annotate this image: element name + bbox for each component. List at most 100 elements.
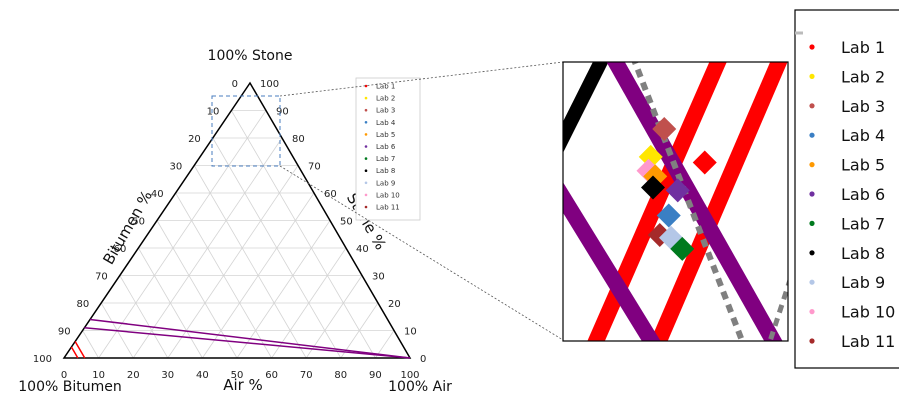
small-legend-label: Lab 4 bbox=[376, 119, 396, 127]
legend-marker bbox=[809, 132, 815, 138]
zoom-band bbox=[650, 62, 788, 341]
grid-line bbox=[193, 165, 307, 359]
small-legend-label: Lab 3 bbox=[376, 107, 395, 115]
legend-label: Lab 9 bbox=[841, 273, 885, 292]
grid-line bbox=[231, 110, 376, 359]
ternary-triangle bbox=[62, 81, 412, 359]
legend-marker bbox=[809, 73, 815, 79]
tick-label-stone: 60 bbox=[324, 189, 337, 200]
small-legend-label: Lab 1 bbox=[376, 83, 395, 91]
tick-label-stone: 70 bbox=[308, 162, 321, 173]
legend-marker bbox=[809, 44, 815, 50]
legend-label: Lab 11 bbox=[841, 332, 895, 351]
legend-marker bbox=[809, 279, 815, 285]
legend-marker bbox=[809, 338, 815, 344]
zoom-band bbox=[563, 62, 609, 153]
small-legend-marker bbox=[364, 157, 368, 160]
legend-label: Lab 10 bbox=[841, 303, 895, 322]
zoom-data-point bbox=[665, 178, 690, 203]
tick-label-bitumen: 0 bbox=[232, 79, 238, 90]
tick-label-air: 40 bbox=[196, 370, 209, 381]
tick-label-stone: 40 bbox=[356, 244, 369, 255]
corner-label-top: 100% Stone bbox=[208, 48, 293, 64]
zoom-data-point bbox=[652, 116, 677, 141]
tick-label-bitumen: 20 bbox=[188, 134, 201, 145]
small-legend-label: Lab 10 bbox=[376, 191, 400, 199]
tick-label-stone: 10 bbox=[404, 327, 417, 338]
tick-label-stone: 90 bbox=[276, 107, 289, 118]
corner-label-right: 100% Air bbox=[388, 379, 452, 395]
legend-marker bbox=[809, 250, 815, 256]
legend-label: Lab 6 bbox=[841, 185, 885, 204]
tick-label-air: 0 bbox=[61, 370, 67, 381]
small-legend-marker bbox=[364, 133, 368, 136]
grid-line bbox=[271, 247, 347, 359]
small-legend-marker bbox=[364, 145, 368, 148]
legend-label: Lab 4 bbox=[841, 126, 885, 145]
tick-label-bitumen: 10 bbox=[207, 107, 220, 118]
grid-line bbox=[305, 275, 363, 359]
corner-label-left: 100% Bitumen bbox=[18, 379, 121, 395]
tick-label-bitumen: 60 bbox=[114, 244, 127, 255]
axis-title-air: Air % bbox=[223, 376, 263, 394]
tick-label-bitumen: 30 bbox=[169, 162, 182, 173]
legend-marker bbox=[809, 103, 815, 109]
tick-label-stone: 30 bbox=[372, 272, 385, 283]
small-legend-label: Lab 6 bbox=[376, 143, 396, 151]
small-legend-marker bbox=[364, 193, 368, 197]
tick-labels: 0 0 0 10 10 10 20 20 20 30 30 30 40 40 40 50 50 50 60 60 60 7… bbox=[33, 79, 426, 381]
small-legend-marker bbox=[364, 121, 368, 124]
tick-label-air: 60 bbox=[265, 370, 278, 381]
zoom-band bbox=[563, 182, 661, 341]
tick-label-stone: 20 bbox=[388, 299, 401, 310]
zoom-data-point bbox=[656, 203, 681, 228]
grid-line bbox=[119, 275, 169, 359]
grid-line bbox=[156, 220, 238, 359]
legend-label: Lab 5 bbox=[841, 156, 885, 175]
grid-line bbox=[375, 330, 395, 359]
zoom-band bbox=[587, 62, 727, 341]
tick-label-air: 10 bbox=[92, 370, 105, 381]
small-legend-label: Lab 2 bbox=[376, 95, 395, 103]
zoom-inset-frame bbox=[562, 61, 789, 342]
small-legend: Lab 1 Lab 2 Lab 3 Lab 4 Lab 5 Lab 6 Lab 7 Lab 8… bbox=[355, 77, 421, 221]
axis-title-bitumen: Bitumen % bbox=[99, 187, 156, 267]
zoom-region-box bbox=[211, 95, 281, 167]
zoom-band bbox=[606, 62, 783, 341]
legend-label: Lab 3 bbox=[841, 97, 885, 116]
tick-label-bitumen: 100 bbox=[33, 354, 52, 365]
small-legend-marker bbox=[364, 84, 368, 88]
ternary-frame bbox=[62, 81, 412, 359]
big-legend: Lab 1 Lab 2 Lab 3 Lab 4 Lab 5 Lab 6 Lab 7 Lab 8… bbox=[809, 38, 895, 351]
legend-marker bbox=[809, 162, 815, 168]
tick-label-air: 100 bbox=[400, 370, 419, 381]
legend-label: Lab 8 bbox=[841, 244, 885, 263]
small-legend-marker bbox=[364, 96, 368, 100]
tick-label-stone: 0 bbox=[420, 354, 426, 365]
tick-label-stone: 50 bbox=[340, 217, 353, 228]
tick-label-air: 30 bbox=[161, 370, 174, 381]
zoom-band bbox=[631, 62, 746, 341]
zoom-connector-bottom bbox=[279, 165, 564, 341]
tick-label-stone: 100 bbox=[260, 79, 279, 90]
small-legend-label: Lab 8 bbox=[376, 167, 395, 175]
tick-label-air: 70 bbox=[300, 370, 313, 381]
small-legend-marker bbox=[364, 181, 368, 185]
reference-line bbox=[74, 341, 86, 359]
grid-line bbox=[167, 165, 299, 359]
small-legend-label: Lab 7 bbox=[376, 155, 395, 163]
reference-line bbox=[84, 327, 411, 359]
legend-label: Lab 7 bbox=[841, 214, 885, 233]
grid-line bbox=[138, 247, 203, 359]
tick-label-bitumen: 40 bbox=[151, 189, 164, 200]
zoom-data-point bbox=[670, 236, 695, 261]
zoom-data-point bbox=[641, 175, 665, 200]
zoom-connector-top bbox=[279, 61, 564, 97]
grid-line bbox=[236, 220, 331, 359]
tick-label-bitumen: 50 bbox=[132, 217, 145, 228]
small-legend-marker bbox=[364, 169, 368, 172]
tick-label-bitumen: 90 bbox=[58, 327, 71, 338]
small-legend-marker bbox=[364, 205, 368, 209]
tick-label-bitumen: 70 bbox=[95, 272, 108, 283]
